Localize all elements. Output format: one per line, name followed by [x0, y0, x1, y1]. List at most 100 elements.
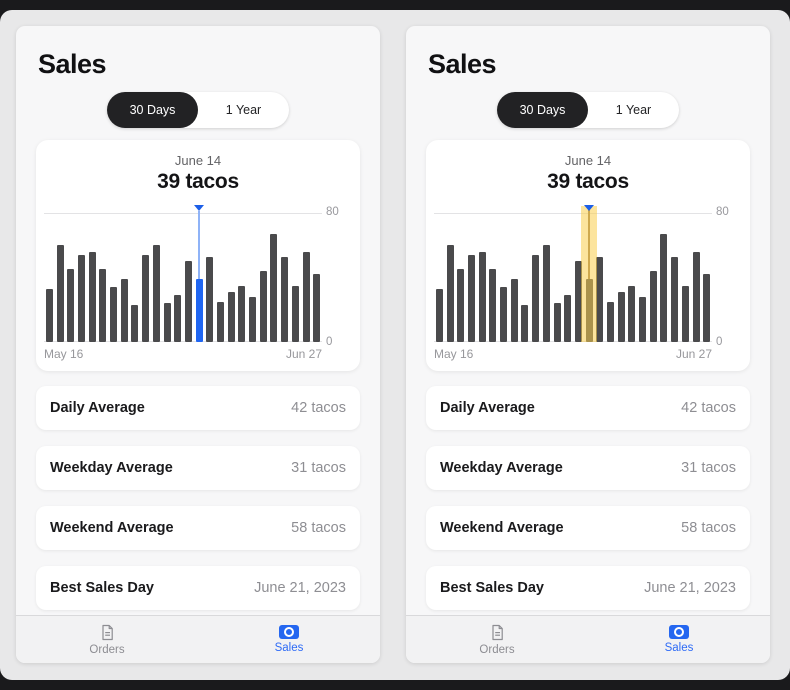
chart-bar[interactable] [692, 252, 700, 342]
chart-bar[interactable] [120, 279, 128, 342]
chart-bar[interactable] [110, 287, 117, 342]
stat-row-daily-average: Daily Average 42 tacos [36, 386, 360, 430]
chart-bar[interactable] [574, 261, 582, 342]
chart-bar[interactable] [184, 261, 192, 342]
x-axis-start-label: May 16 [44, 347, 84, 361]
stat-row-weekday-average: Weekday Average 31 tacos [426, 446, 750, 490]
stat-row-best-sales-day: Best Sales Day June 21, 2023 [36, 566, 360, 610]
bar-chart[interactable]: 80 0 [434, 204, 742, 348]
chart-bar[interactable] [249, 297, 256, 342]
chart-bar[interactable] [131, 305, 139, 342]
stat-row-weekend-average: Weekend Average 58 tacos [36, 506, 360, 550]
chart-bar[interactable] [457, 269, 465, 342]
tab-orders[interactable]: Orders [16, 616, 198, 663]
chart-bar[interactable] [216, 302, 224, 342]
stat-value: 58 tacos [681, 520, 736, 536]
chart-bar[interactable] [521, 305, 529, 342]
chart-bar[interactable] [649, 271, 657, 342]
chart-bar[interactable] [195, 279, 203, 342]
selection-rule-line [198, 211, 200, 279]
stat-value: 42 tacos [681, 400, 736, 416]
chart-bar[interactable] [446, 245, 454, 342]
chart-bar[interactable] [553, 303, 561, 342]
chart-bar[interactable] [500, 287, 507, 342]
selected-date-label: June 14 [564, 153, 612, 168]
toggle-1-year[interactable]: 1 Year [615, 103, 652, 117]
chart-bar[interactable] [510, 279, 518, 342]
chart-bar[interactable] [281, 257, 289, 342]
chart-bar[interactable] [313, 274, 321, 342]
sales-panel-right: Sales 30 Days 1 Year June 14 39 tacos 80… [406, 26, 770, 663]
y-axis-max-label: 80 [716, 206, 729, 218]
chart-bar[interactable] [99, 269, 107, 342]
y-axis-min-label: 0 [716, 336, 723, 348]
y-axis-max-label: 80 [326, 206, 339, 218]
x-axis-start-label: May 16 [434, 347, 474, 361]
stat-label: Weekday Average [440, 460, 563, 476]
chart-bar[interactable] [45, 289, 53, 342]
chart-bar[interactable] [606, 302, 614, 342]
selection-marker-icon [194, 205, 204, 211]
chart-bar[interactable] [671, 257, 679, 342]
toggle-30-days[interactable]: 30 Days [497, 92, 588, 128]
chart-bar[interactable] [489, 269, 497, 342]
tab-label: Orders [479, 643, 515, 656]
chart-bar[interactable] [77, 255, 85, 342]
chart-bar[interactable] [302, 252, 310, 342]
gridline-80 [44, 213, 322, 214]
chart-bar[interactable] [532, 255, 540, 342]
page-title: Sales [428, 49, 497, 79]
chart-bar[interactable] [542, 245, 550, 342]
tab-bar: Orders Sales [406, 615, 770, 663]
stat-label: Weekend Average [440, 520, 564, 536]
chart-bar[interactable] [56, 245, 64, 342]
chart-bar[interactable] [88, 252, 96, 342]
chart-bar[interactable] [206, 257, 214, 342]
chart-bar[interactable] [67, 269, 75, 342]
stat-row-daily-average: Daily Average 42 tacos [426, 386, 750, 430]
stat-label: Weekend Average [50, 520, 174, 536]
chart-bar[interactable] [478, 252, 486, 342]
chart-bar[interactable] [270, 234, 278, 342]
chart-bar[interactable] [660, 234, 668, 342]
banknote-icon [279, 625, 299, 639]
chart-bar[interactable] [639, 297, 646, 342]
stat-label: Best Sales Day [50, 580, 154, 596]
tab-orders[interactable]: Orders [406, 616, 588, 663]
gridline-0 [434, 341, 712, 342]
selection-rule-line [588, 206, 590, 279]
chart-bar[interactable] [174, 295, 182, 342]
chart-bar[interactable] [681, 286, 689, 342]
chart-bar[interactable] [564, 295, 572, 342]
stat-value: 31 tacos [291, 460, 346, 476]
page-title: Sales [38, 49, 107, 79]
chart-bar[interactable] [467, 255, 475, 342]
toggle-1-year[interactable]: 1 Year [225, 103, 262, 117]
chart-bar[interactable] [291, 286, 299, 342]
stats-list: Daily Average 42 tacos Weekday Average 3… [426, 386, 750, 610]
sales-chart-card: June 14 39 tacos 80 0 May 16 Jun 27 [36, 140, 360, 371]
chart-bar[interactable] [152, 245, 160, 342]
chart-bar[interactable] [617, 292, 625, 342]
chart-bar[interactable] [628, 286, 636, 342]
chart-bar[interactable] [142, 255, 150, 342]
toggle-30-days[interactable]: 30 Days [107, 92, 198, 128]
tab-sales[interactable]: Sales [198, 616, 380, 663]
range-toggle: 30 Days 1 Year [497, 92, 679, 128]
tab-sales[interactable]: Sales [588, 616, 770, 663]
chart-bar[interactable] [596, 257, 604, 342]
stat-value: 58 tacos [291, 520, 346, 536]
chart-bar[interactable] [703, 274, 711, 342]
chart-bar[interactable] [227, 292, 235, 342]
chart-bar[interactable] [435, 289, 443, 342]
chart-bar[interactable] [238, 286, 246, 342]
bar-chart[interactable]: 80 0 [44, 204, 352, 348]
sales-chart-card: June 14 39 tacos 80 0 May 16 Jun 27 [426, 140, 750, 371]
stat-row-weekday-average: Weekday Average 31 tacos [36, 446, 360, 490]
stat-value: June 21, 2023 [644, 580, 736, 596]
stat-label: Daily Average [50, 400, 145, 416]
chart-bar[interactable] [163, 303, 171, 342]
chart-bar[interactable] [259, 271, 267, 342]
gridline-0 [44, 341, 322, 342]
app-screen: Sales 30 Days 1 Year June 14 39 tacos 80… [0, 10, 790, 680]
